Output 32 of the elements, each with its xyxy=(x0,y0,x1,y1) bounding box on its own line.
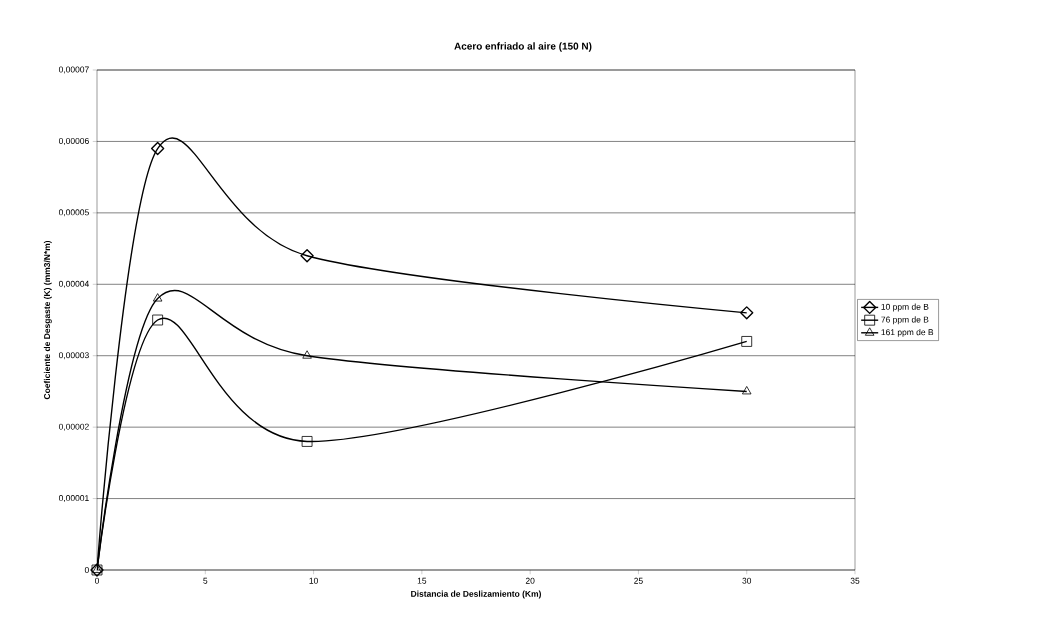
y-tick-label: 0 xyxy=(84,567,89,573)
point xyxy=(150,141,165,156)
x-axis-title: Distancia de Deslizamiento (Km) xyxy=(411,590,541,599)
y-tick-label: 0,00002 xyxy=(58,423,89,431)
y-tick-label: 0,00005 xyxy=(58,209,89,217)
y-tick-label: 0,00004 xyxy=(58,280,89,288)
legend-label: 10 ppm de B xyxy=(881,303,929,312)
y-tick-label: 0,00006 xyxy=(58,137,89,145)
y-tick-label: 0,00007 xyxy=(58,66,89,74)
x-tick-label: 15 xyxy=(417,577,427,584)
point xyxy=(741,336,753,347)
x-tick-label: 35 xyxy=(850,577,860,584)
x-tick-label: 30 xyxy=(742,577,752,584)
point xyxy=(302,350,312,359)
chart-title: Acero enfriado al aire (150 N) xyxy=(454,42,592,52)
point xyxy=(152,314,164,326)
x-tick-label: 5 xyxy=(203,577,208,584)
point xyxy=(152,293,163,302)
y-tick-label: 0,00001 xyxy=(58,495,89,503)
point xyxy=(301,436,313,447)
point xyxy=(742,386,752,395)
legend-label: 76 ppm de B xyxy=(881,316,929,325)
x-tick-label: 0 xyxy=(94,577,100,584)
point xyxy=(300,249,314,263)
y-tick-label: 0,00003 xyxy=(58,352,89,360)
x-tick-label: 10 xyxy=(309,577,318,584)
y-axis-title: Coeficiente de Desgaste (K) (mm3/N*m) xyxy=(43,240,52,400)
point xyxy=(92,564,102,573)
x-tick-label: 25 xyxy=(634,577,643,584)
legend-label: 161 ppm de B xyxy=(881,328,934,337)
point xyxy=(740,306,754,320)
x-tick-label: 20 xyxy=(525,577,535,584)
